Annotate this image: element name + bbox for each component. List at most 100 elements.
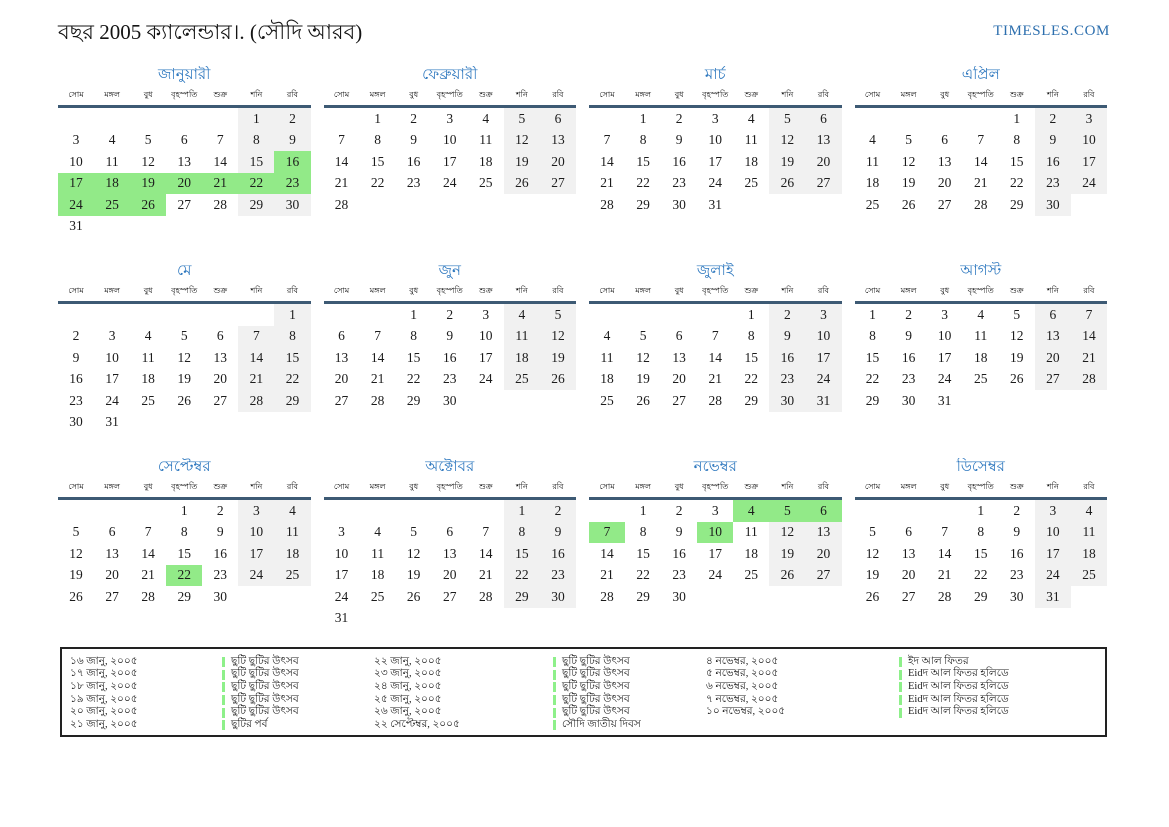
day-cell: 4 xyxy=(374,524,381,540)
weekday-header: বৃহস্পতি xyxy=(171,286,198,295)
day-cell: 20 xyxy=(805,151,842,173)
weekday-header: রবি xyxy=(286,286,299,295)
day-cell: 30 xyxy=(1010,588,1024,604)
weekday-header: সোম xyxy=(599,482,615,491)
day-cell: 25 xyxy=(600,392,614,408)
day-cell: 4 xyxy=(603,328,611,344)
day-cell: 4 xyxy=(144,328,152,344)
day-cell: 24 xyxy=(334,588,349,604)
weekday-header: বৃহস্পতি xyxy=(967,286,994,295)
day-cell: 31 xyxy=(334,610,349,626)
day-cell: 10 xyxy=(105,349,119,365)
weekday-header: সোম xyxy=(68,90,84,99)
day-cell: 2 xyxy=(72,328,80,344)
day-cell: 27 xyxy=(805,172,842,194)
weekday-header: রবি xyxy=(286,482,299,491)
legend-row: ২৫ জানু, ২০০৫ ছুটি ছুটির উৎসব xyxy=(374,694,704,707)
legend-row: ৫ নভেম্বর, ২০০৫ Eidদ আল ফিতর হলিডে xyxy=(704,668,1105,682)
day-cell: 1 xyxy=(274,302,311,326)
day-cell-empty xyxy=(468,194,504,216)
day-cell: 19 xyxy=(406,567,421,583)
day-cell: 20 xyxy=(805,543,842,565)
month-days: 1 2 3 4 5 6 7 8 9 10 11 12 13 14 15 16 17 18 19 20 21 22 23 24 2… xyxy=(855,106,1107,216)
day-cell: 2 xyxy=(539,498,576,522)
day-cell: 24 xyxy=(479,371,493,387)
month-weekday-header-row: সোম মঙ্গল বুধ বৃহস্পতি শুক্র শনি রবি xyxy=(58,89,311,107)
day-cell-empty xyxy=(468,390,504,412)
legend-date: ১৮ জানু, ২০০৫ xyxy=(70,680,138,692)
day-cell-empty xyxy=(94,107,130,130)
day-cell: 19 xyxy=(539,347,576,369)
day-cell: 2 xyxy=(1034,106,1071,130)
month-table: সোম মঙ্গল বুধ বৃহস্পতি শুক্র শনি রবি 1 2 3 4 5 6 7 8 9 1… xyxy=(323,481,576,629)
day-cell: 14 xyxy=(937,545,952,561)
day-cell: 22 xyxy=(166,564,203,586)
day-cell: 20 xyxy=(334,371,349,387)
day-cell: 25 xyxy=(503,368,540,390)
month-title: জুলাই xyxy=(696,263,734,279)
day-cell-empty xyxy=(324,303,360,326)
day-cell-empty xyxy=(855,499,891,522)
weekday-header: বুধ xyxy=(409,90,419,99)
day-cell: 7 xyxy=(711,328,719,344)
legend-date: ২৬ জানু, ২০০৫ xyxy=(374,706,442,718)
day-cell-empty xyxy=(504,194,540,216)
day-cell-empty xyxy=(94,216,130,238)
day-cell-empty xyxy=(360,499,396,522)
day-cell: 23 xyxy=(406,175,421,191)
day-cell: 27 xyxy=(442,588,457,604)
day-cell: 12 xyxy=(636,349,650,365)
day-cell: 11 xyxy=(744,132,758,148)
day-cell: 17 xyxy=(1034,543,1071,565)
weekday-header: বুধ xyxy=(674,286,684,295)
day-cell: 16 xyxy=(274,151,311,173)
weekday-header: সোম xyxy=(599,286,615,295)
weekday-header: সোম xyxy=(599,90,615,99)
day-cell: 11 xyxy=(1070,521,1107,543)
day-cell: 6 xyxy=(338,328,345,344)
holiday-marker-icon xyxy=(222,657,225,668)
legend-row: ২২ সেপ্টেম্বর, ২০০৫ সৌদি জাতীয় দিবস xyxy=(374,719,704,732)
holiday-marker-icon xyxy=(222,682,225,693)
day-cell: 27 xyxy=(105,588,119,604)
day-cell-empty xyxy=(927,499,963,522)
legend-date: ১০ নভেম্বর, ২০০৫ xyxy=(706,706,786,718)
day-cell-empty xyxy=(589,303,625,326)
day-cell: 17 xyxy=(238,543,275,565)
day-cell-empty xyxy=(963,107,999,130)
legend-date: ১৭ জানু, ২০০৫ xyxy=(70,668,138,680)
month-title: জানুয়ারী xyxy=(158,67,211,83)
month-block-7: জুলাই সোম মঙ্গল বুধ বৃহস্পতি শুক্র শনি রবি 1 2 3 4 5… xyxy=(589,262,842,458)
site-logo-link[interactable]: TIMESLES.COM xyxy=(993,23,1110,39)
legend-label: ছুটি ছুটির উৎসব xyxy=(562,655,630,667)
day-cell: 20 xyxy=(937,175,952,191)
day-cell: 11 xyxy=(371,545,385,561)
month-block-2: ফেব্রুয়ারী সোম মঙ্গল বুধ বৃহস্পতি শুক্র শনি রব… xyxy=(323,66,576,262)
legend-label: ইদ আল ফিতর xyxy=(908,655,969,667)
day-cell: 29 xyxy=(238,194,275,216)
day-cell: 16 xyxy=(213,545,228,561)
legend-label: ছুটি ছুটির উৎসব xyxy=(562,668,630,680)
day-cell: 6 xyxy=(675,328,683,344)
day-cell-empty xyxy=(769,586,805,608)
day-cell: 11 xyxy=(974,328,988,344)
day-cell-empty xyxy=(202,216,238,238)
day-cell: 2 xyxy=(410,110,418,126)
day-cell-empty xyxy=(697,303,733,326)
day-cell: 22 xyxy=(370,175,385,191)
month-title: এপ্রিল xyxy=(961,67,1000,83)
month-weekday-header-row: সোম মঙ্গল বুধ বৃহস্পতি শুক্র শনি রবি xyxy=(58,481,311,499)
day-cell-empty xyxy=(855,107,891,130)
day-cell: 21 xyxy=(973,175,988,191)
month-block-1: জানুয়ারী সোম মঙ্গল বুধ বৃহস্পতি শুক্র শনি রবি 1… xyxy=(58,66,311,262)
day-cell: 10 xyxy=(334,545,349,561)
day-cell: 13 xyxy=(539,129,576,151)
weekday-header: বুধ xyxy=(940,90,950,99)
holiday-marker-icon xyxy=(553,707,556,718)
day-cell: 11 xyxy=(744,524,758,540)
weekday-header: বুধ xyxy=(940,286,950,295)
day-cell: 1 xyxy=(180,502,188,518)
day-cell: 13 xyxy=(105,545,119,561)
legend-row: ২৩ জানু, ২০০৫ ছুটি ছুটির উৎসব xyxy=(374,668,704,682)
day-cell-empty xyxy=(166,303,202,326)
